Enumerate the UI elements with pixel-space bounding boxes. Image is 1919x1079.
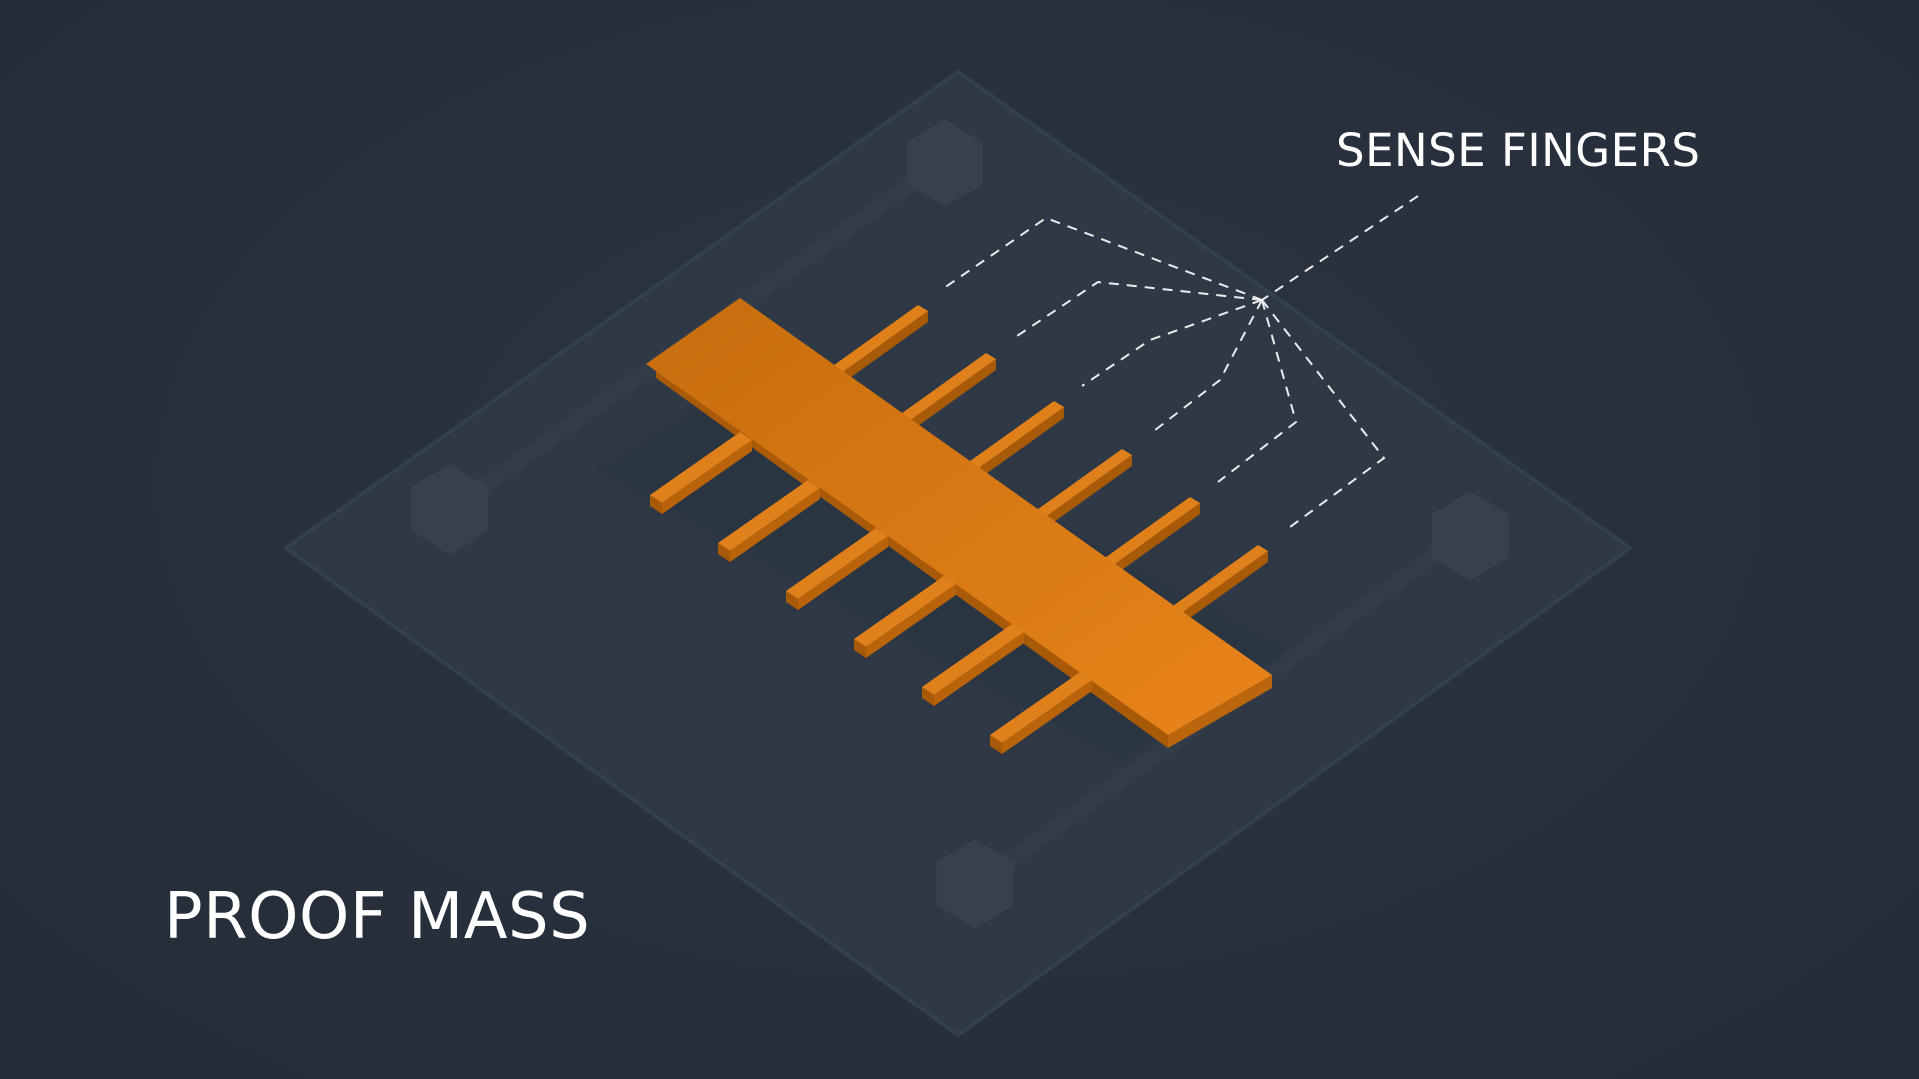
anchor-right: [1431, 491, 1509, 581]
proof-mass-label: PROOF MASS: [164, 880, 591, 954]
sense-fingers-label: SENSE FINGERS: [1336, 124, 1701, 177]
proof-mass-side-right: [1168, 675, 1272, 748]
callout-line-finger-6: [1261, 299, 1386, 531]
proof-mass: [646, 298, 1272, 748]
callout-line-finger-1: [943, 216, 1263, 301]
callout-line-finger-4: [1149, 299, 1263, 435]
callout-line-finger-2: [1013, 280, 1263, 339]
anchor-bottom: [936, 839, 1014, 929]
sense-fingers-upper: [830, 305, 1268, 625]
proof-mass-top: [646, 298, 1272, 735]
sense-fingers-lower: [650, 432, 1092, 754]
anchor-left: [411, 464, 489, 556]
callout-main-line: [1261, 195, 1419, 301]
anchor-top: [907, 119, 983, 206]
sense-fingers-callout: [943, 195, 1419, 531]
callout-line-finger-5: [1217, 299, 1298, 483]
callout-line-finger-3: [1081, 299, 1263, 387]
